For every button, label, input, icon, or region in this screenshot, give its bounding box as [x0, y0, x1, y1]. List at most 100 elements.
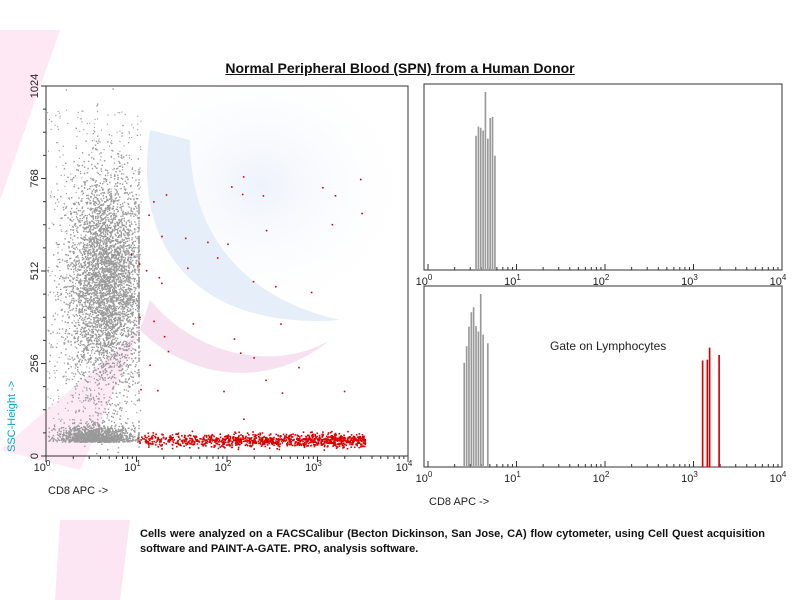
- scatter-point: [126, 292, 129, 294]
- scatter-point: [133, 265, 135, 267]
- scatter-point: [88, 267, 91, 270]
- scatter-point: [115, 275, 118, 277]
- scatter-point: [99, 174, 101, 176]
- scatter-point: [110, 349, 113, 351]
- scatter-point: [114, 276, 116, 279]
- scatter-point: [68, 368, 70, 370]
- scatter-point: [115, 430, 118, 433]
- scatter-point: [107, 253, 110, 255]
- scatter-point: [100, 313, 102, 316]
- scatter-point: [114, 294, 116, 296]
- scatter-point: [92, 214, 94, 217]
- scatter-point: [106, 255, 108, 258]
- scatter-point: [73, 252, 75, 254]
- scatter-point: [97, 213, 99, 215]
- scatter-point: [132, 327, 134, 329]
- scatter-point: [138, 256, 140, 258]
- scatter-point: [119, 262, 121, 264]
- scatter-point: [103, 345, 106, 348]
- scatter-point: [121, 289, 123, 291]
- scatter-point: [101, 212, 103, 215]
- scatter-point: [125, 213, 128, 216]
- scatter-point: [100, 207, 102, 209]
- scatter-point: [116, 434, 118, 436]
- scatter-point: [91, 335, 93, 338]
- scatter-point: [83, 294, 85, 297]
- scatter-point: [123, 220, 125, 222]
- scatter-point: [130, 299, 132, 301]
- scatter-point: [84, 223, 86, 225]
- scatter-point: [126, 422, 128, 425]
- scatter-point: [108, 310, 110, 312]
- scatter-point: [119, 265, 121, 267]
- scatter-point: [71, 246, 73, 248]
- scatter-point: [109, 320, 111, 322]
- scatter-point: [134, 293, 136, 295]
- scatter-point: [96, 331, 99, 333]
- scatter-point: [70, 264, 72, 266]
- scatter-point: [97, 314, 99, 316]
- scatter-point: [112, 218, 114, 220]
- scatter-point: [127, 307, 129, 309]
- scatter-point: [95, 185, 97, 187]
- scatter-point: [87, 341, 89, 343]
- scatter-point: [124, 432, 127, 434]
- scatter-point: [59, 435, 61, 437]
- scatter-point: [53, 424, 56, 426]
- scatter-point: [89, 437, 92, 440]
- scatter-point: [82, 287, 84, 290]
- scatter-point: [117, 320, 119, 322]
- scatter-point: [132, 313, 134, 316]
- scatter-point: [110, 307, 112, 309]
- scatter-point: [87, 325, 89, 327]
- scatter-point: [101, 377, 104, 379]
- scatter-point: [98, 213, 100, 215]
- scatter-point: [107, 284, 109, 286]
- scatter-point: [67, 268, 70, 270]
- scatter-point: [138, 299, 140, 302]
- scatter-point: [113, 280, 116, 282]
- scatter-point: [79, 364, 82, 366]
- scatter-point: [106, 300, 108, 303]
- scatter-point: [127, 198, 129, 201]
- scatter-point: [70, 290, 72, 293]
- scatter-point: [78, 263, 80, 265]
- scatter-point: [87, 274, 89, 276]
- scatter-point: [54, 318, 56, 321]
- scatter-point: [120, 154, 122, 156]
- scatter-point: [112, 326, 114, 329]
- scatter-point: [99, 304, 101, 306]
- scatter-point: [104, 234, 107, 236]
- scatter-point: [81, 334, 84, 336]
- scatter-point: [127, 288, 130, 290]
- scatter-point: [135, 194, 137, 196]
- scatter-point: [92, 208, 94, 210]
- scatter-point: [93, 319, 95, 321]
- scatter-point: [120, 227, 122, 229]
- scatter-point: [134, 214, 137, 216]
- scatter-point: [93, 225, 95, 227]
- scatter-point: [101, 204, 103, 206]
- scatter-point: [115, 290, 118, 293]
- scatter-point: [101, 268, 104, 270]
- scatter-point: [63, 440, 65, 442]
- scatter-point: [99, 273, 101, 275]
- scatter-point: [106, 261, 108, 263]
- scatter-point: [138, 238, 140, 240]
- scatter-point: [108, 327, 111, 329]
- scatter-point: [111, 273, 113, 275]
- scatter-point: [106, 438, 108, 440]
- scatter-point: [100, 276, 102, 279]
- scatter-point: [67, 341, 70, 343]
- scatter-point: [109, 312, 112, 314]
- scatter-point: [110, 193, 112, 195]
- scatter-point: [132, 283, 135, 286]
- scatter-point: [124, 261, 126, 263]
- scatter-point: [86, 214, 88, 217]
- scatter-point: [110, 313, 112, 315]
- scatter-point: [87, 261, 90, 264]
- scatter-point: [83, 277, 86, 279]
- scatter-point: [80, 340, 82, 342]
- scatter-point: [86, 270, 88, 272]
- scatter-point: [127, 304, 129, 306]
